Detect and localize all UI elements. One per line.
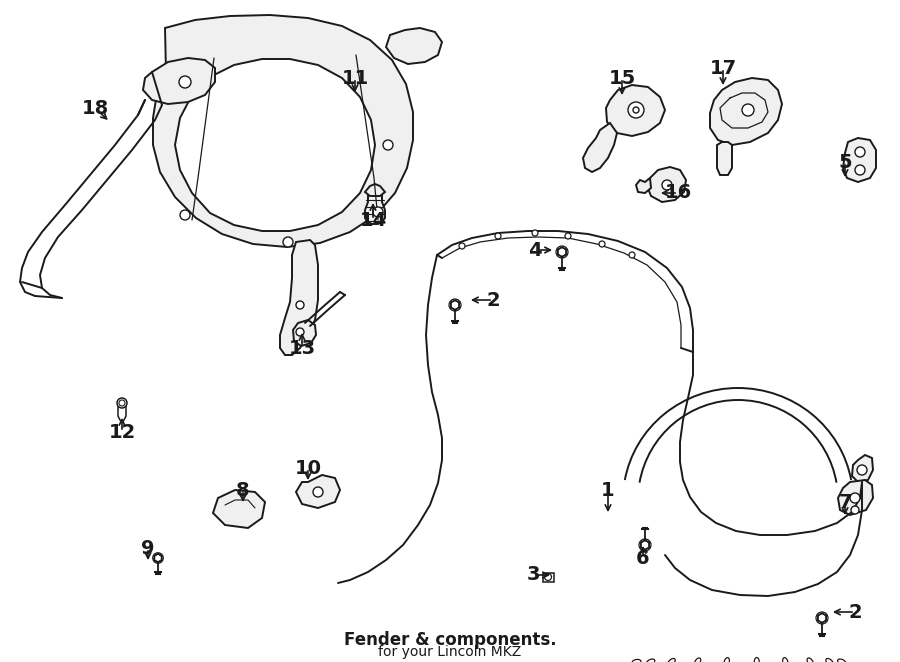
Circle shape <box>633 107 639 113</box>
Polygon shape <box>293 320 316 346</box>
Circle shape <box>742 104 754 116</box>
Ellipse shape <box>807 658 814 662</box>
Ellipse shape <box>668 659 675 662</box>
Polygon shape <box>852 455 873 482</box>
Circle shape <box>544 573 552 581</box>
Polygon shape <box>606 85 665 136</box>
Circle shape <box>629 252 635 258</box>
Text: 8: 8 <box>236 481 250 500</box>
Polygon shape <box>641 540 649 550</box>
Text: 12: 12 <box>108 422 136 442</box>
Circle shape <box>532 230 538 236</box>
Text: 3: 3 <box>526 565 540 585</box>
Text: 10: 10 <box>294 459 321 477</box>
Circle shape <box>599 241 605 247</box>
Polygon shape <box>280 240 318 355</box>
Polygon shape <box>365 184 385 196</box>
Polygon shape <box>583 123 617 172</box>
Polygon shape <box>717 142 732 175</box>
Text: 1: 1 <box>601 481 615 500</box>
Polygon shape <box>118 403 126 422</box>
Text: 7: 7 <box>838 493 851 512</box>
Circle shape <box>117 398 127 408</box>
Ellipse shape <box>695 658 701 662</box>
Text: 13: 13 <box>288 338 316 357</box>
Text: for your Lincoln MKZ: for your Lincoln MKZ <box>378 645 522 659</box>
Polygon shape <box>636 178 651 193</box>
Polygon shape <box>843 138 876 182</box>
Text: 2: 2 <box>848 602 862 622</box>
Text: 18: 18 <box>81 99 109 117</box>
Circle shape <box>459 243 465 249</box>
Circle shape <box>373 207 383 217</box>
Circle shape <box>180 210 190 220</box>
Polygon shape <box>175 59 375 231</box>
Polygon shape <box>143 58 215 104</box>
Polygon shape <box>365 192 385 224</box>
Circle shape <box>283 237 293 247</box>
Circle shape <box>179 76 191 88</box>
Circle shape <box>383 140 393 150</box>
Text: 5: 5 <box>838 152 851 171</box>
Circle shape <box>662 180 672 190</box>
Ellipse shape <box>632 659 641 662</box>
Polygon shape <box>710 78 782 145</box>
Circle shape <box>855 147 865 157</box>
Polygon shape <box>155 554 162 562</box>
Circle shape <box>857 465 867 475</box>
Polygon shape <box>153 15 413 247</box>
Text: 15: 15 <box>608 68 635 87</box>
Ellipse shape <box>826 659 833 662</box>
Ellipse shape <box>724 657 729 662</box>
Bar <box>543 573 553 581</box>
Circle shape <box>851 506 859 514</box>
Text: 14: 14 <box>359 211 387 230</box>
Ellipse shape <box>783 657 788 662</box>
Polygon shape <box>213 490 265 528</box>
Polygon shape <box>451 300 459 310</box>
Circle shape <box>296 301 304 309</box>
Polygon shape <box>838 480 873 515</box>
Circle shape <box>628 102 644 118</box>
Circle shape <box>313 487 323 497</box>
Text: 17: 17 <box>709 58 736 77</box>
Polygon shape <box>558 247 566 257</box>
Polygon shape <box>296 475 340 508</box>
Polygon shape <box>647 167 686 202</box>
Circle shape <box>495 233 501 239</box>
Text: 6: 6 <box>636 549 650 567</box>
Text: 9: 9 <box>141 538 155 557</box>
Ellipse shape <box>646 659 655 662</box>
Ellipse shape <box>838 659 846 662</box>
Polygon shape <box>386 28 442 64</box>
Text: 4: 4 <box>528 240 542 260</box>
Circle shape <box>565 233 571 239</box>
Text: 16: 16 <box>664 183 691 203</box>
Circle shape <box>296 328 304 336</box>
Text: 2: 2 <box>486 291 500 310</box>
Text: 11: 11 <box>341 68 369 87</box>
Ellipse shape <box>754 657 760 662</box>
Circle shape <box>855 165 865 175</box>
Text: Fender & components.: Fender & components. <box>344 631 556 649</box>
Polygon shape <box>818 613 826 623</box>
Circle shape <box>850 493 860 503</box>
